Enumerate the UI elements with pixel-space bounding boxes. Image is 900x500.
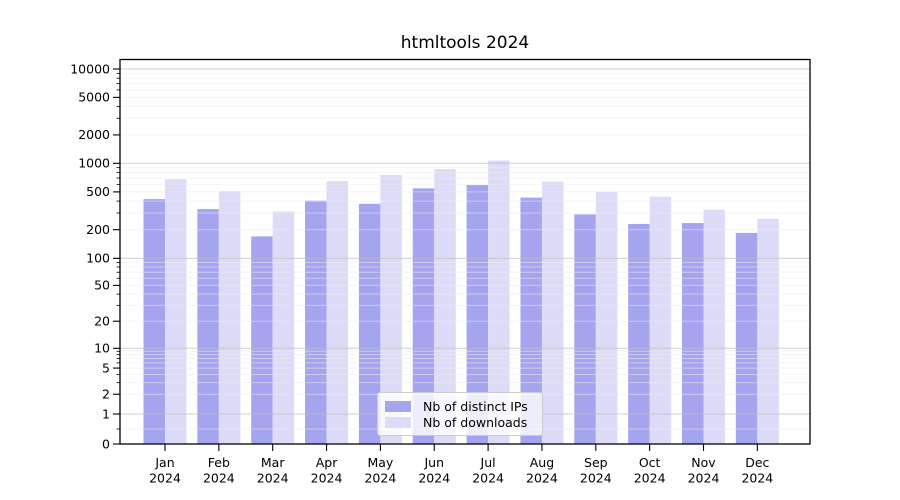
y-tick-label: 1 (102, 406, 110, 421)
x-tick-label: Mar (261, 455, 285, 470)
x-tick-label: 2024 (472, 471, 504, 486)
bar-downloads (380, 174, 402, 444)
bar-distinct-ips (358, 203, 381, 444)
x-tick-label: 2024 (688, 471, 720, 486)
legend-label-distinct-ips: Nb of distinct IPs (423, 399, 528, 414)
x-tick-label: 2024 (580, 471, 612, 486)
bar-downloads (703, 209, 725, 444)
x-tick-label: 2024 (203, 471, 235, 486)
x-tick-label: 2024 (634, 471, 666, 486)
legend-swatch-downloads (385, 417, 411, 428)
x-tick-label: 2024 (364, 471, 396, 486)
legend-swatch-distinct-ips (385, 401, 411, 412)
bar-distinct-ips (251, 236, 273, 444)
y-tick-label: 0 (102, 436, 110, 451)
legend-row: Nb of downloads (385, 415, 534, 430)
bar-distinct-ips (682, 223, 704, 444)
x-tick-label: May (367, 455, 393, 470)
x-tick-label: 2024 (741, 471, 773, 486)
x-tick-label: Nov (691, 455, 716, 470)
y-tick-label: 100 (86, 251, 110, 266)
y-tick-label: 2000 (78, 127, 110, 142)
y-tick-label: 500 (86, 184, 110, 199)
plot-border (119, 58, 811, 445)
x-tick-label: Oct (639, 455, 661, 470)
x-tick-label: Sep (584, 455, 608, 470)
bar-downloads (649, 196, 672, 444)
bar-distinct-ips (305, 200, 327, 444)
bar-downloads (326, 181, 349, 444)
bar-distinct-ips (466, 185, 489, 444)
legend-row: Nb of distinct IPs (385, 399, 534, 414)
bar-downloads (272, 211, 295, 444)
x-tick-label: 2024 (257, 471, 289, 486)
x-tick-label: 2024 (311, 471, 343, 486)
bar-distinct-ips (628, 223, 650, 444)
bar-downloads (165, 179, 187, 444)
bar-downloads (595, 191, 618, 444)
y-tick-label: 50 (94, 278, 110, 293)
y-tick-label: 5000 (78, 90, 110, 105)
bar-distinct-ips (574, 214, 596, 444)
bar-distinct-ips (735, 232, 758, 444)
x-tick-label: Jul (480, 455, 496, 470)
bar-distinct-ips (520, 197, 542, 444)
y-tick-label: 10000 (70, 61, 110, 76)
bar-distinct-ips (197, 209, 219, 444)
y-tick-label: 10 (94, 341, 110, 356)
x-tick-label: Feb (208, 455, 230, 470)
y-tick-label: 20 (94, 314, 110, 329)
x-tick-label: Jan (154, 455, 174, 470)
legend-label-downloads: Nb of downloads (423, 415, 528, 430)
x-tick-label: Apr (316, 455, 338, 470)
bar-downloads (541, 181, 564, 444)
chart-title: htmltools 2024 (400, 33, 530, 53)
y-tick-label: 2 (102, 387, 110, 402)
bar-downloads (757, 218, 779, 444)
bar-downloads (218, 191, 241, 444)
y-tick-label: 5 (102, 360, 110, 375)
x-tick-label: 2024 (149, 471, 181, 486)
x-tick-label: 2024 (418, 471, 450, 486)
x-tick-label: Aug (530, 455, 554, 470)
bar-distinct-ips (412, 188, 435, 444)
bar-downloads (488, 160, 510, 444)
legend: Nb of distinct IPs Nb of downloads (377, 392, 543, 436)
x-tick-label: Dec (745, 455, 769, 470)
y-tick-label: 200 (86, 222, 110, 237)
y-tick-label: 1000 (78, 156, 110, 171)
x-tick-label: Jun (423, 455, 444, 470)
x-tick-label: 2024 (526, 471, 558, 486)
